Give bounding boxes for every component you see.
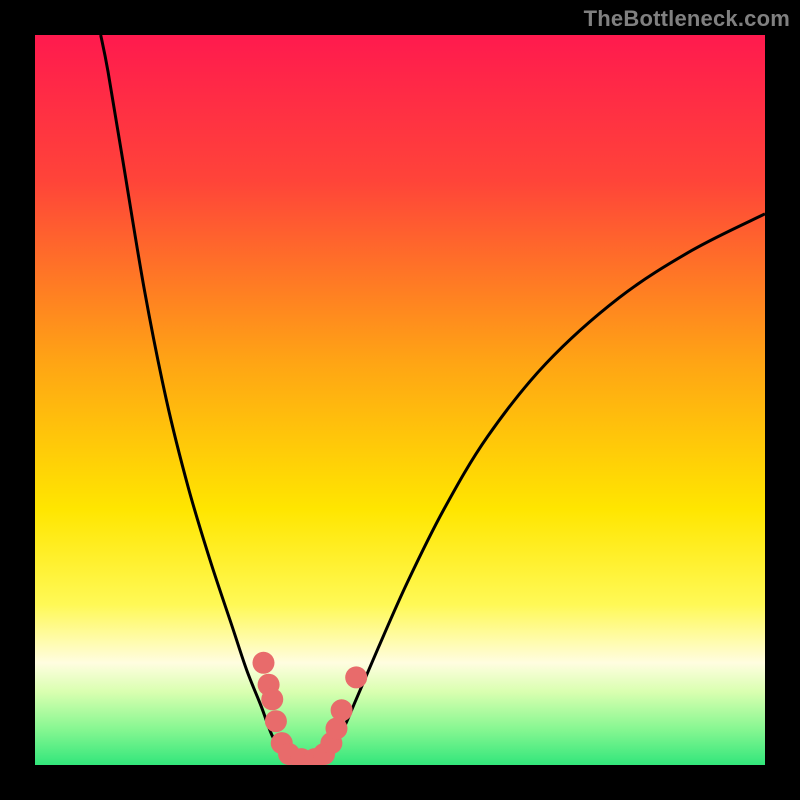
marker-point: [331, 699, 353, 721]
plot-background: [35, 35, 765, 765]
bottleneck-curve-chart: [0, 0, 800, 800]
marker-point: [261, 688, 283, 710]
marker-point: [265, 710, 287, 732]
marker-point: [345, 666, 367, 688]
marker-point: [252, 652, 274, 674]
chart-container: TheBottleneck.com: [0, 0, 800, 800]
